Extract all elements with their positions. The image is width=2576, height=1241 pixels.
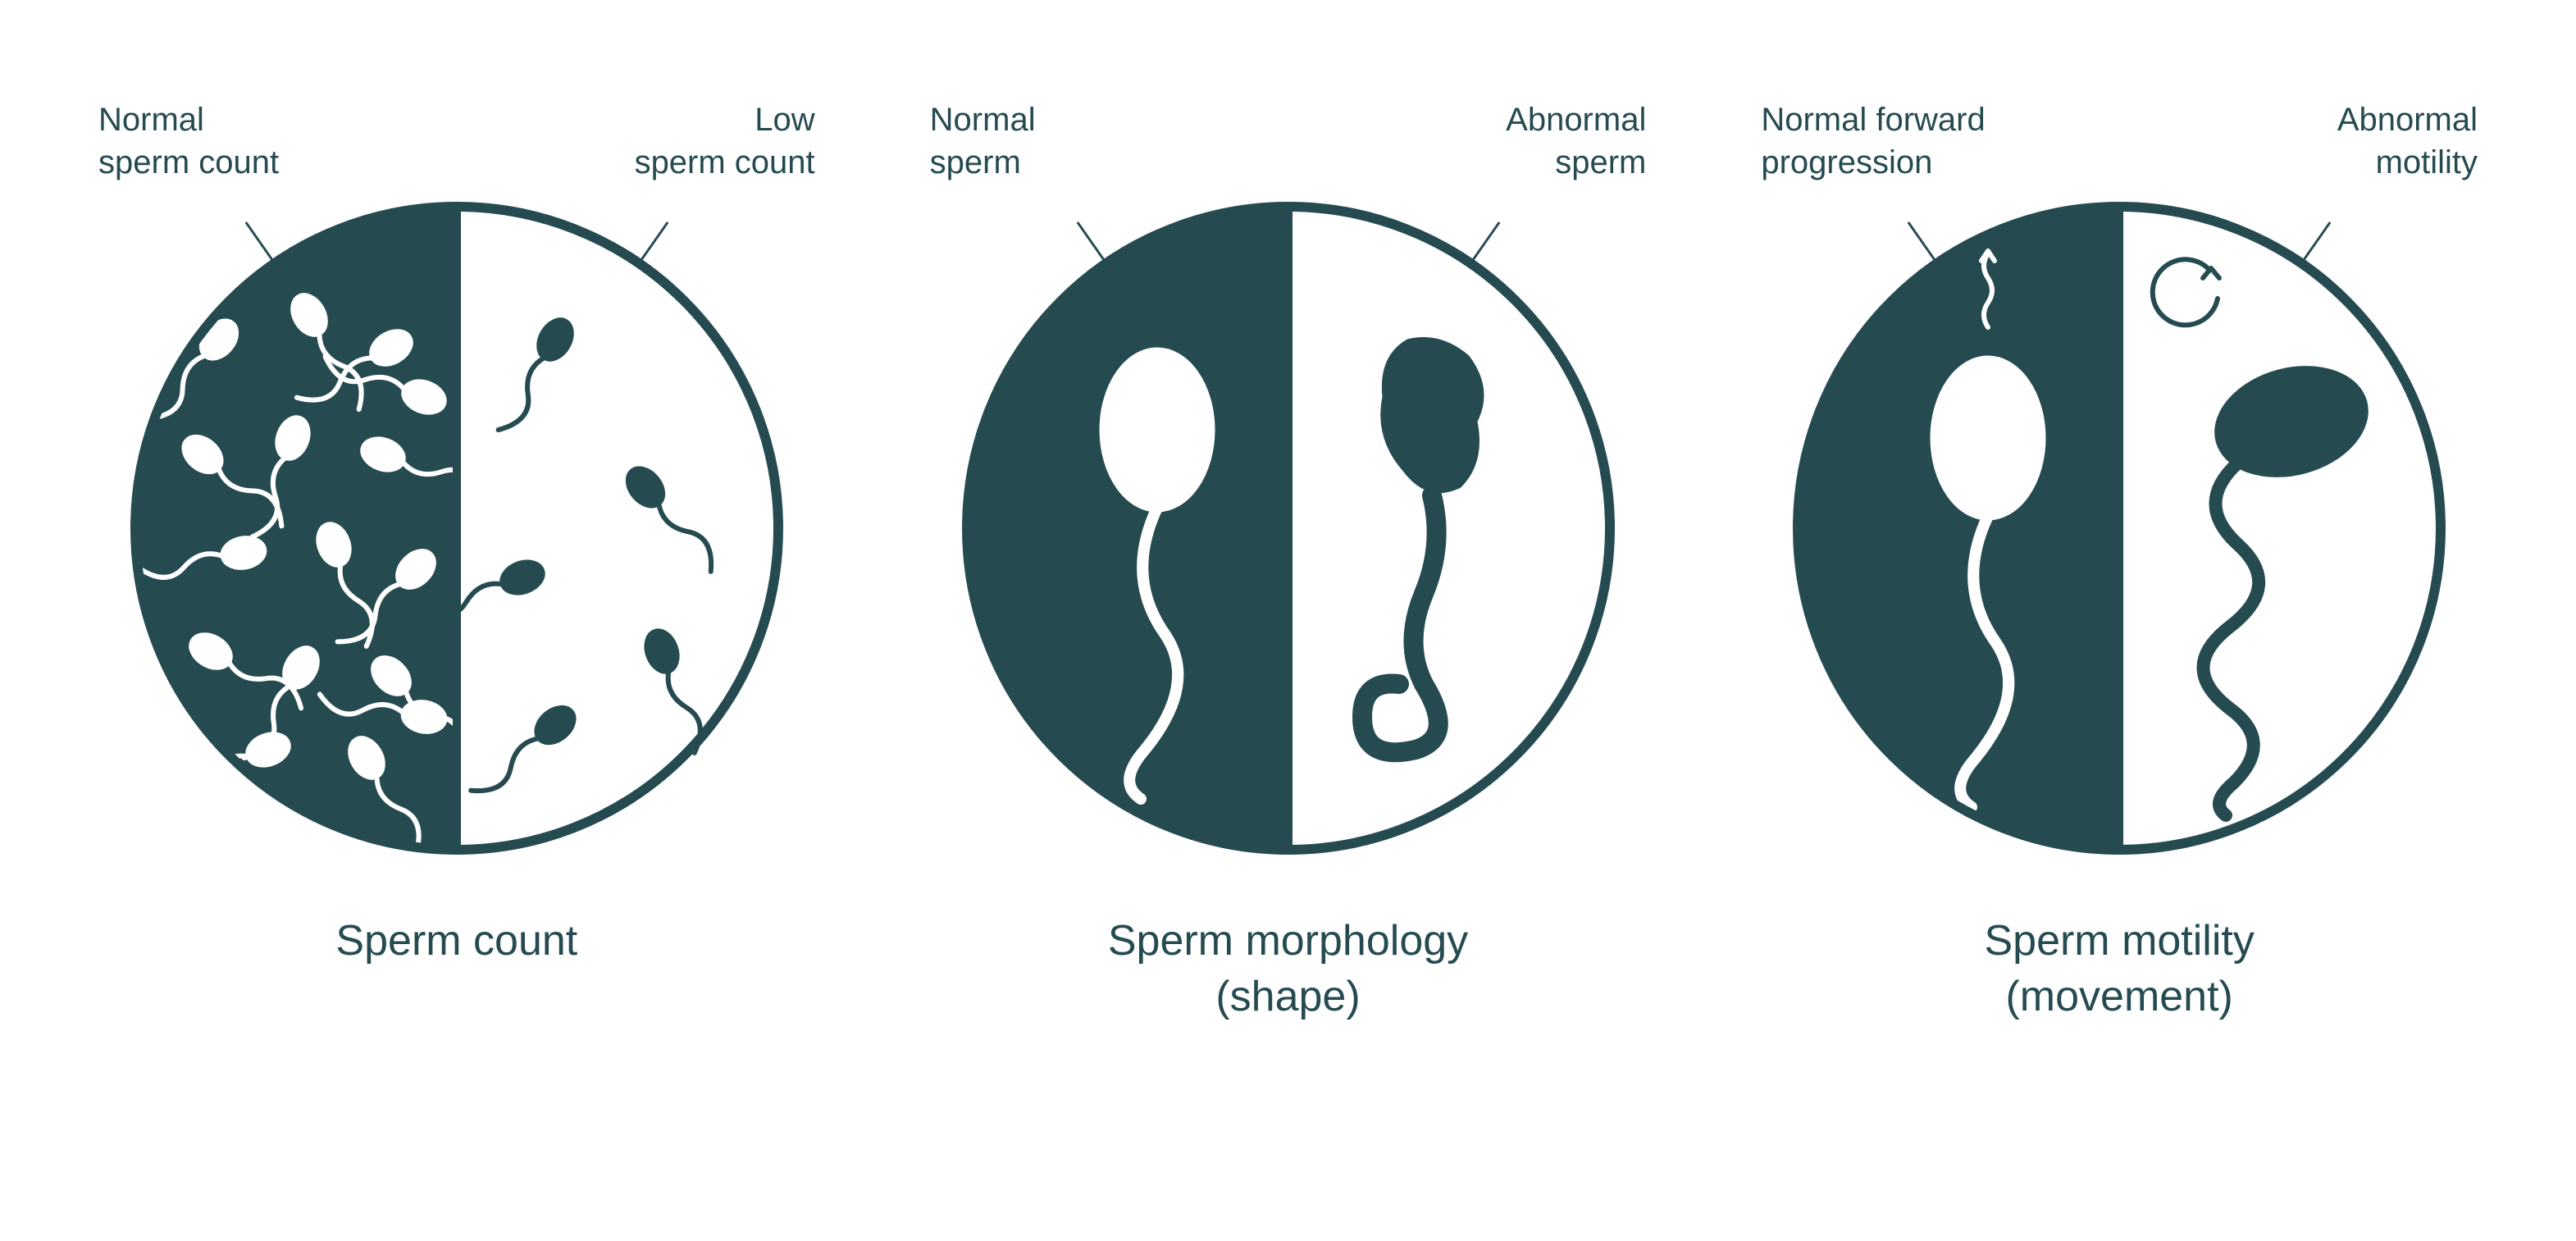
motility-diagram-icon bbox=[1783, 192, 2455, 865]
labels-row: Normalsperm count Lowsperm count bbox=[66, 98, 848, 184]
panel-morphology: Normalsperm Abnormalsperm bbox=[897, 98, 1680, 1024]
caption: Sperm motility(movement) bbox=[1984, 914, 2254, 1024]
circle-holder bbox=[121, 192, 793, 865]
label-right: Lowsperm count bbox=[635, 98, 815, 184]
label-left: Normalsperm count bbox=[98, 98, 279, 184]
morphology-diagram-icon bbox=[952, 192, 1625, 865]
circle-holder bbox=[952, 192, 1625, 865]
label-right: Abnormalsperm bbox=[1506, 98, 1646, 184]
count-diagram-icon bbox=[121, 192, 793, 865]
labels-row: Normal forwardprogression Abnormalmotili… bbox=[1728, 98, 2510, 184]
label-left: Normalsperm bbox=[930, 98, 1036, 184]
label-left: Normal forwardprogression bbox=[1761, 98, 1985, 184]
circle-holder bbox=[1783, 192, 2455, 865]
infographic-container: Normalsperm count Lowsperm count bbox=[0, 0, 2576, 1024]
label-right: Abnormalmotility bbox=[2337, 98, 2478, 184]
panel-motility: Normal forwardprogression Abnormalmotili… bbox=[1728, 98, 2510, 1024]
labels-row: Normalsperm Abnormalsperm bbox=[897, 98, 1680, 184]
caption: Sperm count bbox=[335, 914, 577, 970]
caption: Sperm morphology(shape) bbox=[1108, 914, 1468, 1024]
panel-count: Normalsperm count Lowsperm count bbox=[66, 98, 848, 970]
